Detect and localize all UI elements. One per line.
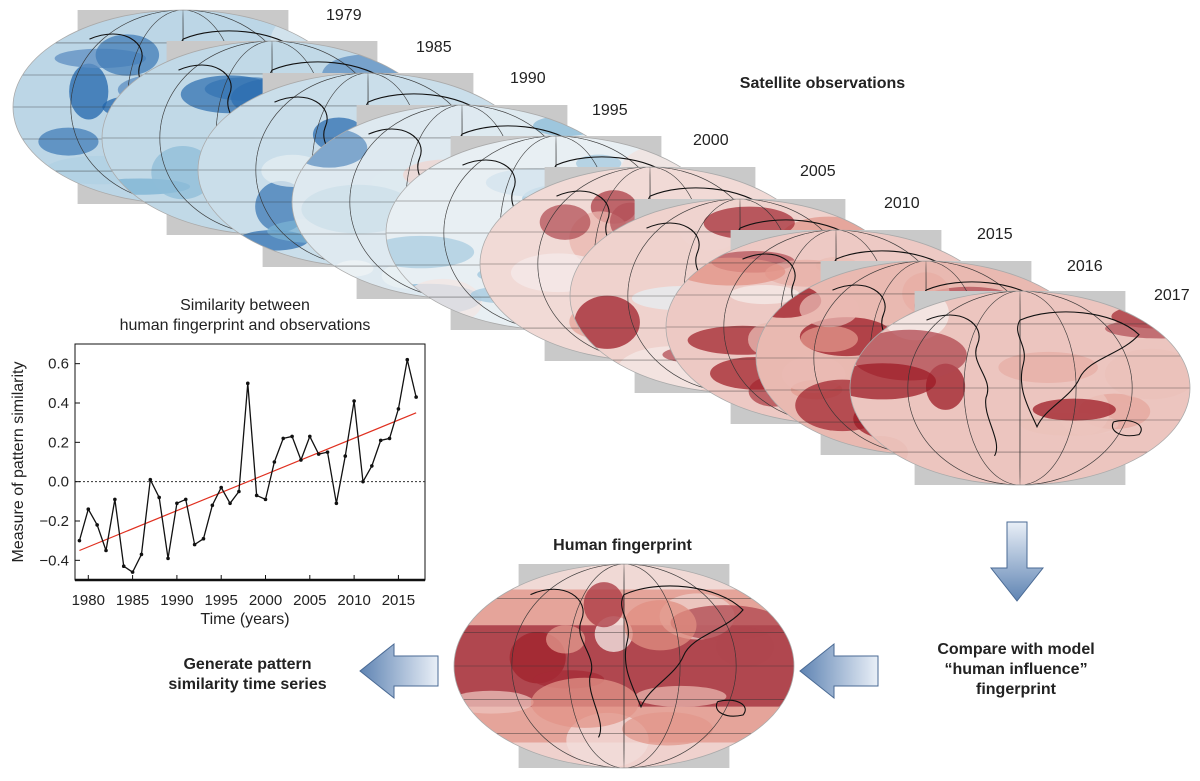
x-tick-label: 2010	[337, 592, 370, 609]
y-axis-label: Measure of pattern similarity	[10, 362, 27, 563]
x-tick-label: 1995	[205, 592, 238, 609]
data-point	[378, 438, 383, 443]
data-point	[201, 536, 206, 541]
generate-label: Generate pattern similarity time series	[145, 655, 350, 695]
year-label-2016: 2016	[1067, 258, 1103, 275]
similarity-series-line	[78, 359, 417, 574]
data-point	[263, 497, 268, 502]
data-point	[104, 548, 108, 553]
data-point	[219, 485, 224, 490]
data-point	[299, 458, 303, 462]
data-point	[113, 497, 117, 502]
compare-label: Compare with model “human influence” fin…	[906, 640, 1126, 700]
year-label-2000: 2000	[693, 132, 729, 149]
x-tick-label: 2000	[249, 592, 282, 609]
data-point	[308, 434, 312, 439]
chart-title-line-1: Similarity between	[180, 297, 310, 314]
left-arrow-generate-icon	[359, 642, 439, 700]
data-point	[228, 501, 232, 506]
data-point	[343, 454, 348, 458]
data-point	[157, 495, 161, 500]
data-point	[166, 556, 170, 561]
trend-line	[79, 412, 417, 552]
compare-label-line-1: Compare with model	[937, 641, 1095, 658]
data-point	[148, 477, 153, 482]
data-point	[245, 381, 250, 386]
data-point	[290, 434, 294, 439]
left-arrow-compare-icon	[799, 642, 879, 700]
data-point	[183, 497, 188, 502]
year-label-1995: 1995	[592, 102, 628, 119]
data-point	[334, 501, 339, 506]
x-tick-label: 1985	[116, 592, 149, 609]
data-point	[272, 460, 277, 464]
x-tick-label: 1980	[72, 592, 105, 609]
plot-frame	[74, 343, 426, 581]
data-point	[139, 552, 144, 557]
year-label-1979: 1979	[326, 7, 362, 24]
y-tick-label: −0.4	[39, 552, 69, 569]
data-point	[254, 493, 259, 498]
year-label-1985: 1985	[416, 39, 452, 56]
year-label-2017: 2017	[1154, 287, 1190, 304]
generate-label-line-1: Generate pattern	[183, 656, 312, 673]
year-label-2015: 2015	[977, 226, 1013, 243]
data-point	[210, 503, 215, 508]
x-axis-label: Time (years)	[200, 611, 289, 628]
y-tick-label: 0.2	[48, 434, 69, 451]
data-point	[352, 399, 356, 403]
observation-map-2017	[849, 290, 1191, 486]
compare-label-line-2: “human influence”	[944, 661, 1088, 678]
data-point	[281, 436, 286, 441]
y-tick-label: 0.6	[48, 356, 69, 373]
data-point	[192, 542, 197, 547]
data-point	[121, 564, 126, 569]
data-point	[405, 357, 410, 362]
data-point	[237, 489, 241, 494]
data-point	[361, 479, 365, 484]
data-point	[370, 464, 374, 468]
year-label-2005: 2005	[800, 163, 836, 180]
data-point	[77, 538, 82, 543]
x-tick-label: 2005	[293, 592, 326, 609]
x-tick-label: 2015	[382, 592, 415, 609]
compare-label-line-3: fingerprint	[976, 681, 1056, 698]
similarity-chart: −0.4 −0.2 0.0 0.2 0.4 0.6 1980 1985 1990 1995 2000…	[10, 343, 426, 628]
y-tick-label: −0.2	[39, 513, 69, 530]
y-tick-label: 0.0	[48, 474, 69, 491]
human-fingerprint-map	[453, 563, 795, 769]
data-point	[325, 450, 330, 454]
data-point	[396, 407, 401, 411]
data-point	[175, 501, 179, 506]
human-fingerprint-label: Human fingerprint	[553, 537, 692, 554]
chart-title: Similarity between human fingerprint and…	[60, 296, 430, 336]
data-point	[387, 436, 392, 441]
year-label-1990: 1990	[510, 70, 546, 87]
data-point	[130, 570, 135, 574]
satellite-observations-label: Satellite observations	[739, 75, 906, 92]
data-point	[95, 523, 99, 527]
data-point	[316, 452, 321, 456]
down-arrow-icon	[989, 521, 1045, 602]
y-tick-label: 0.4	[48, 395, 69, 412]
year-label-2010: 2010	[884, 195, 920, 212]
chart-title-line-2: human fingerprint and observations	[119, 317, 371, 334]
generate-label-line-2: similarity time series	[168, 676, 327, 693]
data-point	[414, 395, 418, 399]
data-point	[86, 507, 91, 512]
x-tick-label: 1990	[160, 592, 193, 609]
satellite-observation-maps	[12, 9, 1191, 486]
